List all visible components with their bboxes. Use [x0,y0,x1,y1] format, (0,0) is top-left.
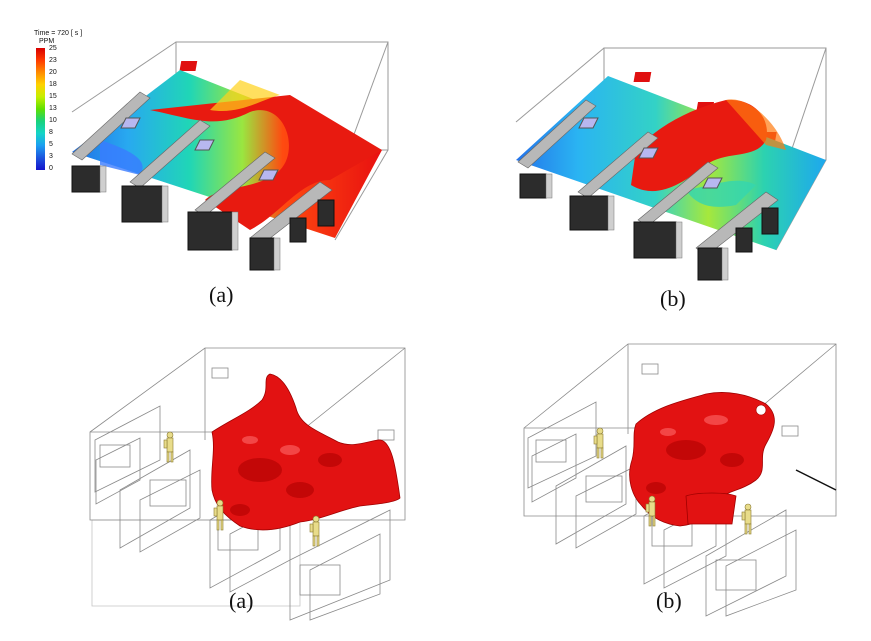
legend-tick: 25 [49,45,57,52]
legend-title: Time = 720 [ s ] [34,30,83,37]
occupant-figure [163,431,174,463]
contour-room-a [71,41,389,271]
isosurface-panel-a: (a) [0,320,435,641]
isosurface-panel-b: (b) [436,320,871,641]
caption-a-bottom: (a) [229,588,254,613]
contaminant-cloud [629,392,775,527]
legend-tick: 15 [49,93,57,100]
caption-b-top: (b) [660,286,686,311]
legend-unit: PPM [39,38,55,45]
legend-tick: 0 [49,165,53,172]
ceiling-vent [179,61,198,71]
caption-b-bottom: (b) [656,588,682,613]
contour-panel-a: Time = 720 [ s ] PPM 25 23 20 18 15 13 1… [0,0,435,310]
legend-tick: 10 [49,117,57,124]
legend-colorbar [36,48,45,170]
isosurface-room-a [89,347,406,621]
contour-room-b [515,47,827,281]
legend-tick: 20 [49,69,57,76]
legend-tick: 13 [49,105,57,112]
legend-tick: 5 [49,141,53,148]
legend-tick: 23 [49,57,57,64]
ceiling-vent [633,72,652,82]
isosurface-room-b [523,343,837,617]
occupant-figure [213,499,224,531]
legend-tick: 18 [49,81,57,88]
occupant-figure [645,495,656,527]
caption-a-top: (a) [209,282,234,307]
legend-tick: 8 [49,129,53,136]
occupant-figure [309,515,320,547]
occupant-figure [741,503,752,535]
legend-tick: 3 [49,153,53,160]
contaminant-cloud [211,373,401,531]
occupant-figure [593,427,604,459]
contour-panel-b: (b) [436,0,871,311]
